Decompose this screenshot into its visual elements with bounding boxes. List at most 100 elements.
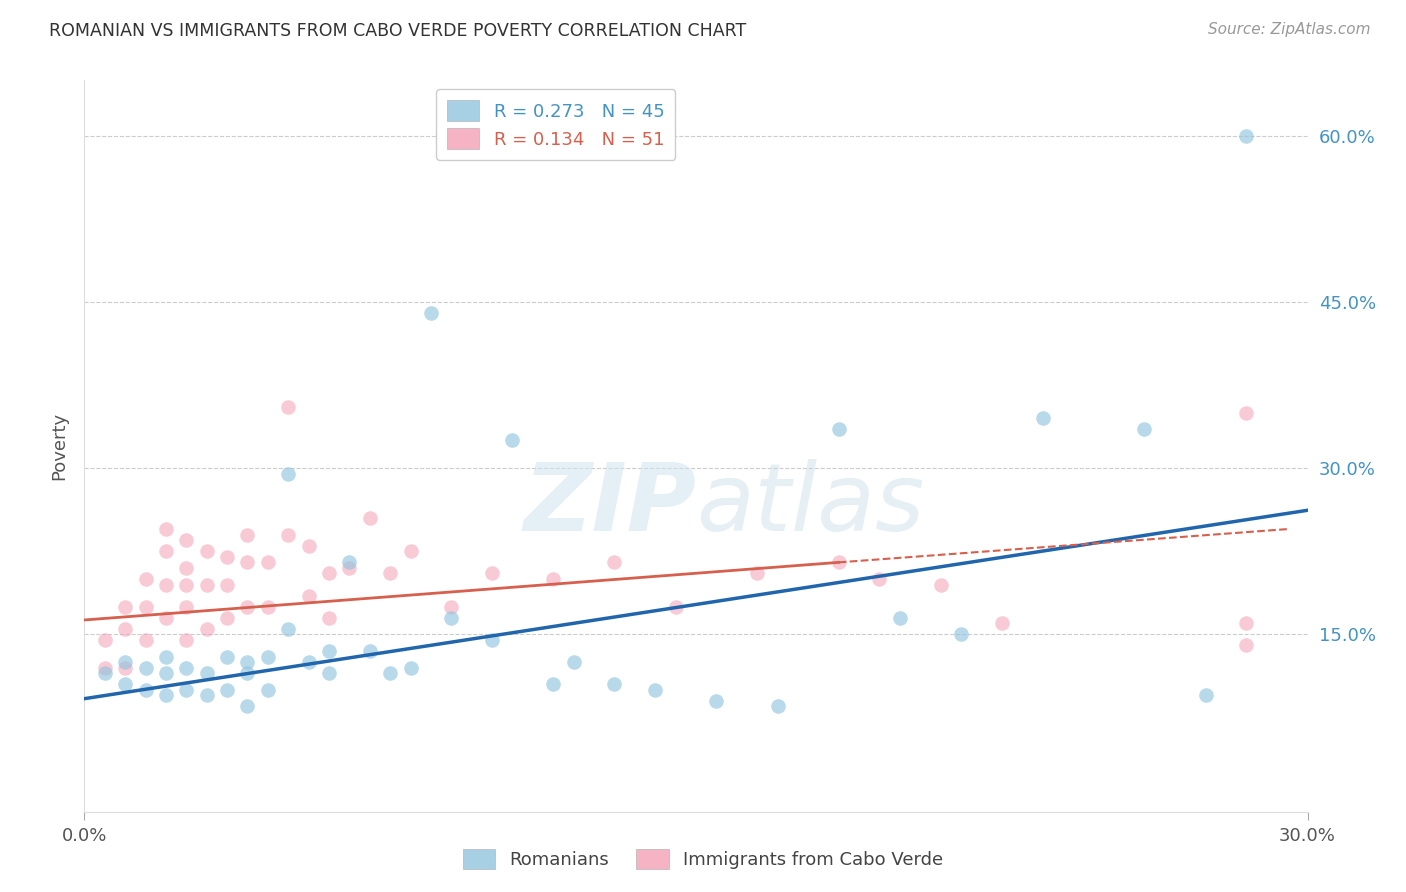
- Point: [603, 555, 626, 569]
- Point: [889, 611, 911, 625]
- Point: [135, 632, 157, 647]
- Point: [380, 666, 402, 681]
- Point: [747, 566, 769, 581]
- Point: [603, 677, 626, 691]
- Point: [277, 401, 299, 415]
- Point: [706, 694, 728, 708]
- Point: [114, 677, 136, 691]
- Point: [93, 632, 115, 647]
- Point: [155, 611, 177, 625]
- Point: [155, 577, 177, 591]
- Point: [277, 622, 299, 636]
- Point: [236, 599, 259, 614]
- Point: [257, 682, 280, 697]
- Point: [828, 422, 851, 436]
- Point: [1236, 616, 1258, 631]
- Point: [1195, 689, 1218, 703]
- Point: [991, 616, 1014, 631]
- Point: [93, 666, 115, 681]
- Point: [318, 644, 340, 658]
- Point: [543, 572, 565, 586]
- Legend: Romanians, Immigrants from Cabo Verde: Romanians, Immigrants from Cabo Verde: [454, 839, 952, 879]
- Point: [318, 566, 340, 581]
- Point: [174, 599, 197, 614]
- Point: [766, 699, 789, 714]
- Point: [665, 599, 688, 614]
- Point: [217, 611, 239, 625]
- Text: atlas: atlas: [696, 459, 924, 550]
- Point: [440, 599, 463, 614]
- Point: [195, 577, 218, 591]
- Point: [236, 655, 259, 669]
- Point: [481, 566, 503, 581]
- Point: [155, 522, 177, 536]
- Point: [135, 682, 157, 697]
- Point: [440, 611, 463, 625]
- Point: [217, 577, 239, 591]
- Point: [298, 589, 321, 603]
- Point: [929, 577, 952, 591]
- Point: [339, 555, 361, 569]
- Point: [93, 660, 115, 674]
- Point: [869, 572, 891, 586]
- Point: [236, 666, 259, 681]
- Point: [114, 660, 136, 674]
- Point: [236, 555, 259, 569]
- Point: [236, 699, 259, 714]
- Point: [217, 682, 239, 697]
- Point: [195, 622, 218, 636]
- Point: [217, 549, 239, 564]
- Point: [257, 649, 280, 664]
- Point: [174, 533, 197, 548]
- Point: [277, 467, 299, 481]
- Point: [543, 677, 565, 691]
- Point: [828, 555, 851, 569]
- Point: [257, 555, 280, 569]
- Point: [359, 511, 381, 525]
- Point: [174, 577, 197, 591]
- Point: [277, 527, 299, 541]
- Point: [155, 689, 177, 703]
- Point: [644, 682, 666, 697]
- Point: [195, 666, 218, 681]
- Point: [359, 644, 381, 658]
- Point: [174, 682, 197, 697]
- Text: Source: ZipAtlas.com: Source: ZipAtlas.com: [1208, 22, 1371, 37]
- Point: [339, 561, 361, 575]
- Point: [481, 632, 503, 647]
- Y-axis label: Poverty: Poverty: [51, 412, 69, 480]
- Point: [1236, 128, 1258, 143]
- Point: [135, 572, 157, 586]
- Point: [217, 649, 239, 664]
- Point: [380, 566, 402, 581]
- Point: [399, 544, 422, 558]
- Point: [195, 689, 218, 703]
- Point: [318, 666, 340, 681]
- Point: [298, 655, 321, 669]
- Point: [135, 599, 157, 614]
- Point: [1032, 411, 1054, 425]
- Point: [135, 660, 157, 674]
- Point: [950, 627, 973, 641]
- Point: [114, 622, 136, 636]
- Point: [257, 599, 280, 614]
- Point: [174, 660, 197, 674]
- Point: [114, 655, 136, 669]
- Point: [155, 649, 177, 664]
- Point: [399, 660, 422, 674]
- Text: ROMANIAN VS IMMIGRANTS FROM CABO VERDE POVERTY CORRELATION CHART: ROMANIAN VS IMMIGRANTS FROM CABO VERDE P…: [49, 22, 747, 40]
- Point: [1236, 639, 1258, 653]
- Point: [420, 306, 443, 320]
- Point: [318, 611, 340, 625]
- Point: [174, 632, 197, 647]
- Point: [155, 666, 177, 681]
- Point: [298, 539, 321, 553]
- Point: [562, 655, 585, 669]
- Point: [114, 599, 136, 614]
- Text: ZIP: ZIP: [523, 458, 696, 550]
- Point: [155, 544, 177, 558]
- Point: [174, 561, 197, 575]
- Legend: R = 0.273   N = 45, R = 0.134   N = 51: R = 0.273 N = 45, R = 0.134 N = 51: [436, 89, 675, 160]
- Point: [236, 527, 259, 541]
- Point: [502, 434, 524, 448]
